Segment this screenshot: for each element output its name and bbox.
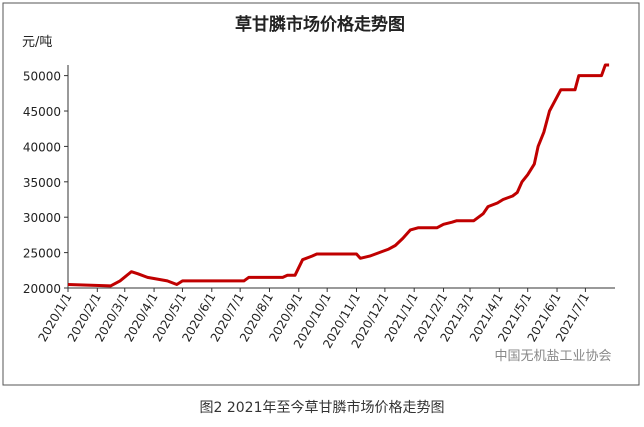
caption: 图2 2021年至今草甘膦市场价格走势图 bbox=[200, 399, 445, 416]
y-tick-label: 20000 bbox=[23, 282, 61, 296]
y-tick-label: 40000 bbox=[23, 140, 61, 154]
watermark: 中国无机盐工业协会 bbox=[494, 349, 611, 364]
y-tick-label: 35000 bbox=[23, 176, 61, 190]
y-tick-label: 45000 bbox=[23, 105, 61, 119]
price-line bbox=[67, 63, 610, 288]
y-axis-label: 元/吨 bbox=[22, 35, 52, 50]
y-tick-label: 50000 bbox=[23, 70, 61, 84]
chart-frame bbox=[2, 2, 640, 386]
y-tick-label: 25000 bbox=[23, 247, 61, 261]
y-tick-label: 30000 bbox=[23, 211, 61, 225]
chart-title: 草甘膦市场价格走势图 bbox=[235, 14, 405, 35]
